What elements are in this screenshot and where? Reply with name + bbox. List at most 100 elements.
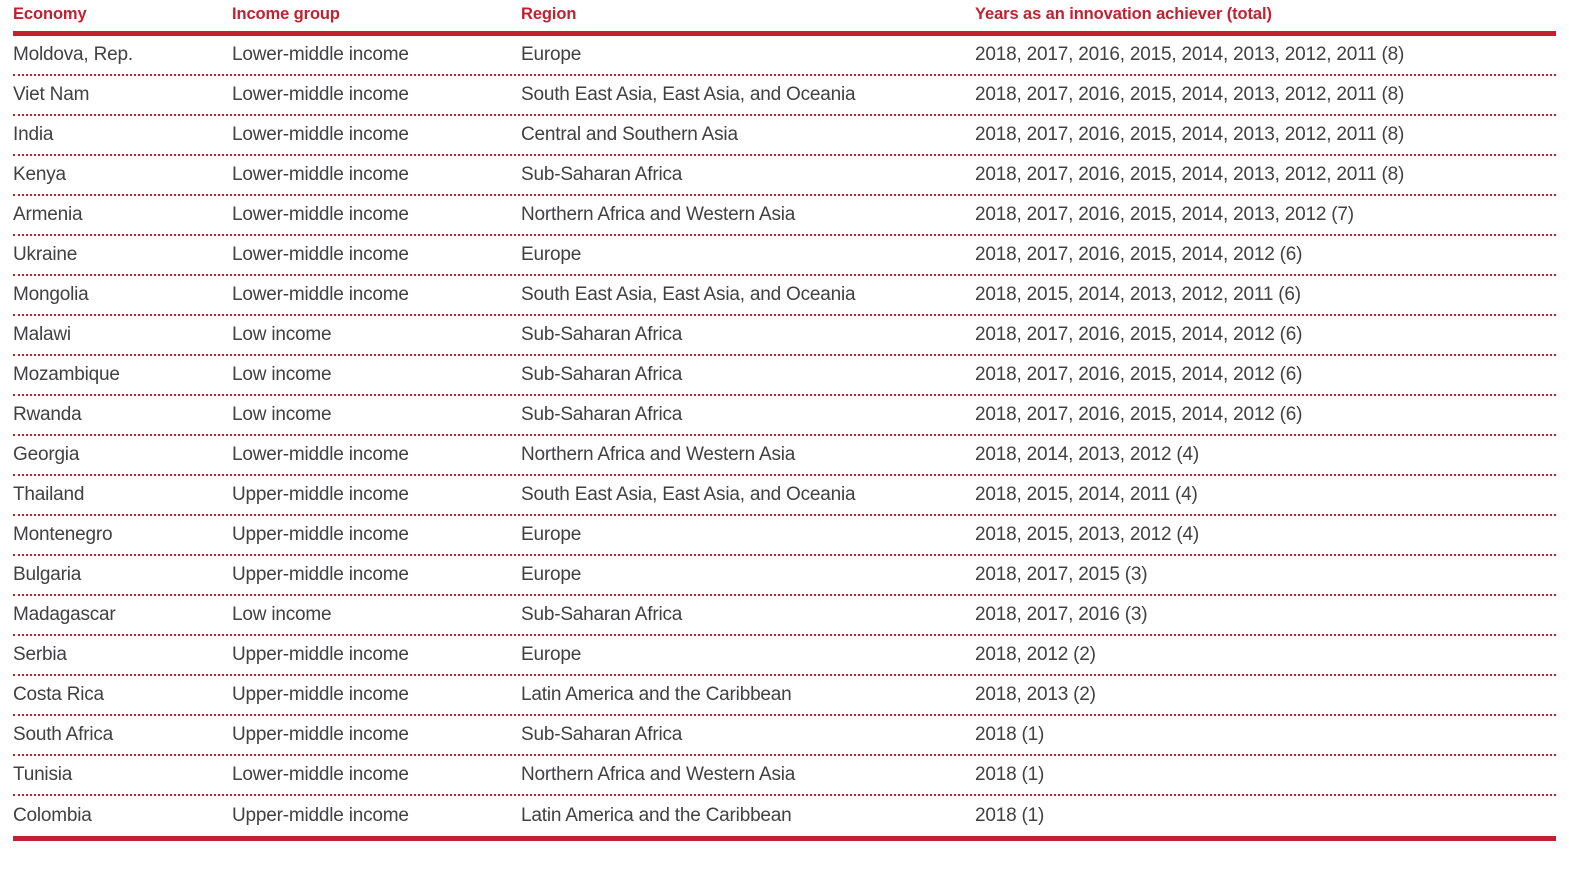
table-row: Bulgaria Upper-middle income Europe 2018, 2… <box>13 556 1556 596</box>
region-cell: Sub-Saharan Africa <box>521 724 683 745</box>
years-cell: 2018, 2017, 2016, 2015, 2014, 2013, 2012… <box>975 164 1405 185</box>
years-cell: 2018 (1) <box>975 764 1045 785</box>
income-group-cell: Lower-middle income <box>232 84 409 105</box>
economy-cell: Montenegro <box>13 524 113 545</box>
years-cell: 2018, 2015, 2013, 2012 (4) <box>975 524 1200 545</box>
income-group-cell: Upper-middle income <box>232 644 409 665</box>
economy-cell: Colombia <box>13 805 92 826</box>
table-row: Georgia Lower-middle income Northern Afric… <box>13 436 1556 476</box>
years-cell: 2018, 2017, 2016, 2015, 2014, 2012 (6) <box>975 324 1303 345</box>
income-group-cell: Low income <box>232 324 332 345</box>
years-cell: 2018, 2017, 2016, 2015, 2014, 2013, 2012… <box>975 84 1405 105</box>
income-group-cell: Lower-middle income <box>232 444 409 465</box>
years-cell: 2018 (1) <box>975 805 1045 826</box>
table-row: Rwanda Low income Sub-Saharan Africa 2018, … <box>13 396 1556 436</box>
years-cell: 2018, 2013 (2) <box>975 684 1096 705</box>
region-cell: Northern Africa and Western Asia <box>521 204 796 225</box>
table-row: Costa Rica Upper-middle income Latin Ameri… <box>13 676 1556 716</box>
economy-cell: Moldova, Rep. <box>13 44 133 65</box>
region-cell: South East Asia, East Asia, and Oceania <box>521 284 856 305</box>
income-group-cell: Low income <box>232 604 332 625</box>
years-cell: 2018, 2017, 2016, 2015, 2014, 2013, 2012… <box>975 44 1405 65</box>
region-cell: Sub-Saharan Africa <box>521 604 683 625</box>
income-group-cell: Upper-middle income <box>232 524 409 545</box>
years-cell: 2018, 2017, 2016, 2015, 2014, 2013, 2012… <box>975 204 1354 225</box>
years-cell: 2018, 2017, 2016, 2015, 2014, 2013, 2012… <box>975 124 1405 145</box>
table-row: Thailand Upper-middle income South East As… <box>13 476 1556 516</box>
region-cell: Europe <box>521 564 582 585</box>
years-cell: 2018 (1) <box>975 724 1045 745</box>
region-cell: Northern Africa and Western Asia <box>521 764 796 785</box>
table-row: Viet Nam Lower-middle income South East As… <box>13 76 1556 116</box>
income-group-cell: Upper-middle income <box>232 484 409 505</box>
table-row: Armenia Lower-middle income Northern Afric… <box>13 196 1556 236</box>
income-group-cell: Lower-middle income <box>232 124 409 145</box>
region-cell: Latin America and the Caribbean <box>521 805 792 826</box>
table-row: Kenya Lower-middle income Sub-Saharan Afri… <box>13 156 1556 196</box>
table-row: Malawi Low income Sub-Saharan Africa 2018, … <box>13 316 1556 356</box>
region-cell: Europe <box>521 244 582 265</box>
table-row: Tunisia Lower-middle income Northern Afric… <box>13 756 1556 796</box>
years-cell: 2018, 2017, 2016, 2015, 2014, 2012 (6) <box>975 244 1303 265</box>
economy-cell: Madagascar <box>13 604 116 625</box>
table-row: Moldova, Rep. Lower-middle income Europe 20… <box>13 36 1556 76</box>
table-row: South Africa Upper-middle income Sub-Sahar… <box>13 716 1556 756</box>
economy-cell: Ukraine <box>13 244 78 265</box>
region-cell: South East Asia, East Asia, and Oceania <box>521 484 856 505</box>
region-cell: Northern Africa and Western Asia <box>521 444 796 465</box>
years-cell: 2018, 2017, 2016, 2015, 2014, 2012 (6) <box>975 364 1303 385</box>
economy-cell: Georgia <box>13 444 80 465</box>
income-group-cell: Low income <box>232 364 332 385</box>
column-header-economy: Economy <box>13 5 87 23</box>
economy-cell: Armenia <box>13 204 83 225</box>
region-cell: Europe <box>521 524 582 545</box>
table-header-row: Economy Income group Region Years as an … <box>13 0 1556 36</box>
table-row: Montenegro Upper-middle income Europe 2018,… <box>13 516 1556 556</box>
years-cell: 2018, 2017, 2016, 2015, 2014, 2012 (6) <box>975 404 1303 425</box>
economy-cell: Bulgaria <box>13 564 82 585</box>
economy-cell: Mozambique <box>13 364 120 385</box>
table-body: Moldova, Rep. Lower-middle income Europe 20… <box>13 36 1556 841</box>
region-cell: Europe <box>521 44 582 65</box>
years-cell: 2018, 2012 (2) <box>975 644 1096 665</box>
income-group-cell: Lower-middle income <box>232 284 409 305</box>
income-group-cell: Lower-middle income <box>232 244 409 265</box>
table-row: India Lower-middle income Central and Sout… <box>13 116 1556 156</box>
economy-cell: Rwanda <box>13 404 82 425</box>
income-group-cell: Upper-middle income <box>232 724 409 745</box>
economy-cell: Serbia <box>13 644 67 665</box>
innovation-achievers-table: Economy Income group Region Years as an … <box>13 0 1556 841</box>
economy-cell: Tunisia <box>13 764 73 785</box>
region-cell: Sub-Saharan Africa <box>521 364 683 385</box>
column-header-region: Region <box>521 5 577 23</box>
economy-cell: Costa Rica <box>13 684 104 705</box>
economy-cell: South Africa <box>13 724 114 745</box>
table-row: Mozambique Low income Sub-Saharan Africa 20… <box>13 356 1556 396</box>
region-cell: South East Asia, East Asia, and Oceania <box>521 84 856 105</box>
income-group-cell: Upper-middle income <box>232 564 409 585</box>
income-group-cell: Low income <box>232 404 332 425</box>
region-cell: Latin America and the Caribbean <box>521 684 792 705</box>
income-group-cell: Lower-middle income <box>232 44 409 65</box>
economy-cell: Kenya <box>13 164 66 185</box>
income-group-cell: Lower-middle income <box>232 164 409 185</box>
economy-cell: India <box>13 124 54 145</box>
economy-cell: Thailand <box>13 484 85 505</box>
table-row: Colombia Upper-middle income Latin America… <box>13 796 1556 836</box>
economy-cell: Viet Nam <box>13 84 90 105</box>
table-row: Madagascar Low income Sub-Saharan Africa 20… <box>13 596 1556 636</box>
years-cell: 2018, 2015, 2014, 2013, 2012, 2011 (6) <box>975 284 1301 305</box>
years-cell: 2018, 2017, 2015 (3) <box>975 564 1148 585</box>
income-group-cell: Lower-middle income <box>232 204 409 225</box>
income-group-cell: Upper-middle income <box>232 805 409 826</box>
table-row: Ukraine Lower-middle income Europe 2018, 20… <box>13 236 1556 276</box>
years-cell: 2018, 2015, 2014, 2011 (4) <box>975 484 1198 505</box>
region-cell: Sub-Saharan Africa <box>521 404 683 425</box>
income-group-cell: Lower-middle income <box>232 764 409 785</box>
income-group-cell: Upper-middle income <box>232 684 409 705</box>
region-cell: Central and Southern Asia <box>521 124 738 145</box>
column-header-years: Years as an innovation achiever (total) <box>975 5 1272 23</box>
table-row: Serbia Upper-middle income Europe 2018, 201… <box>13 636 1556 676</box>
region-cell: Europe <box>521 644 582 665</box>
table-row: Mongolia Lower-middle income South East As… <box>13 276 1556 316</box>
